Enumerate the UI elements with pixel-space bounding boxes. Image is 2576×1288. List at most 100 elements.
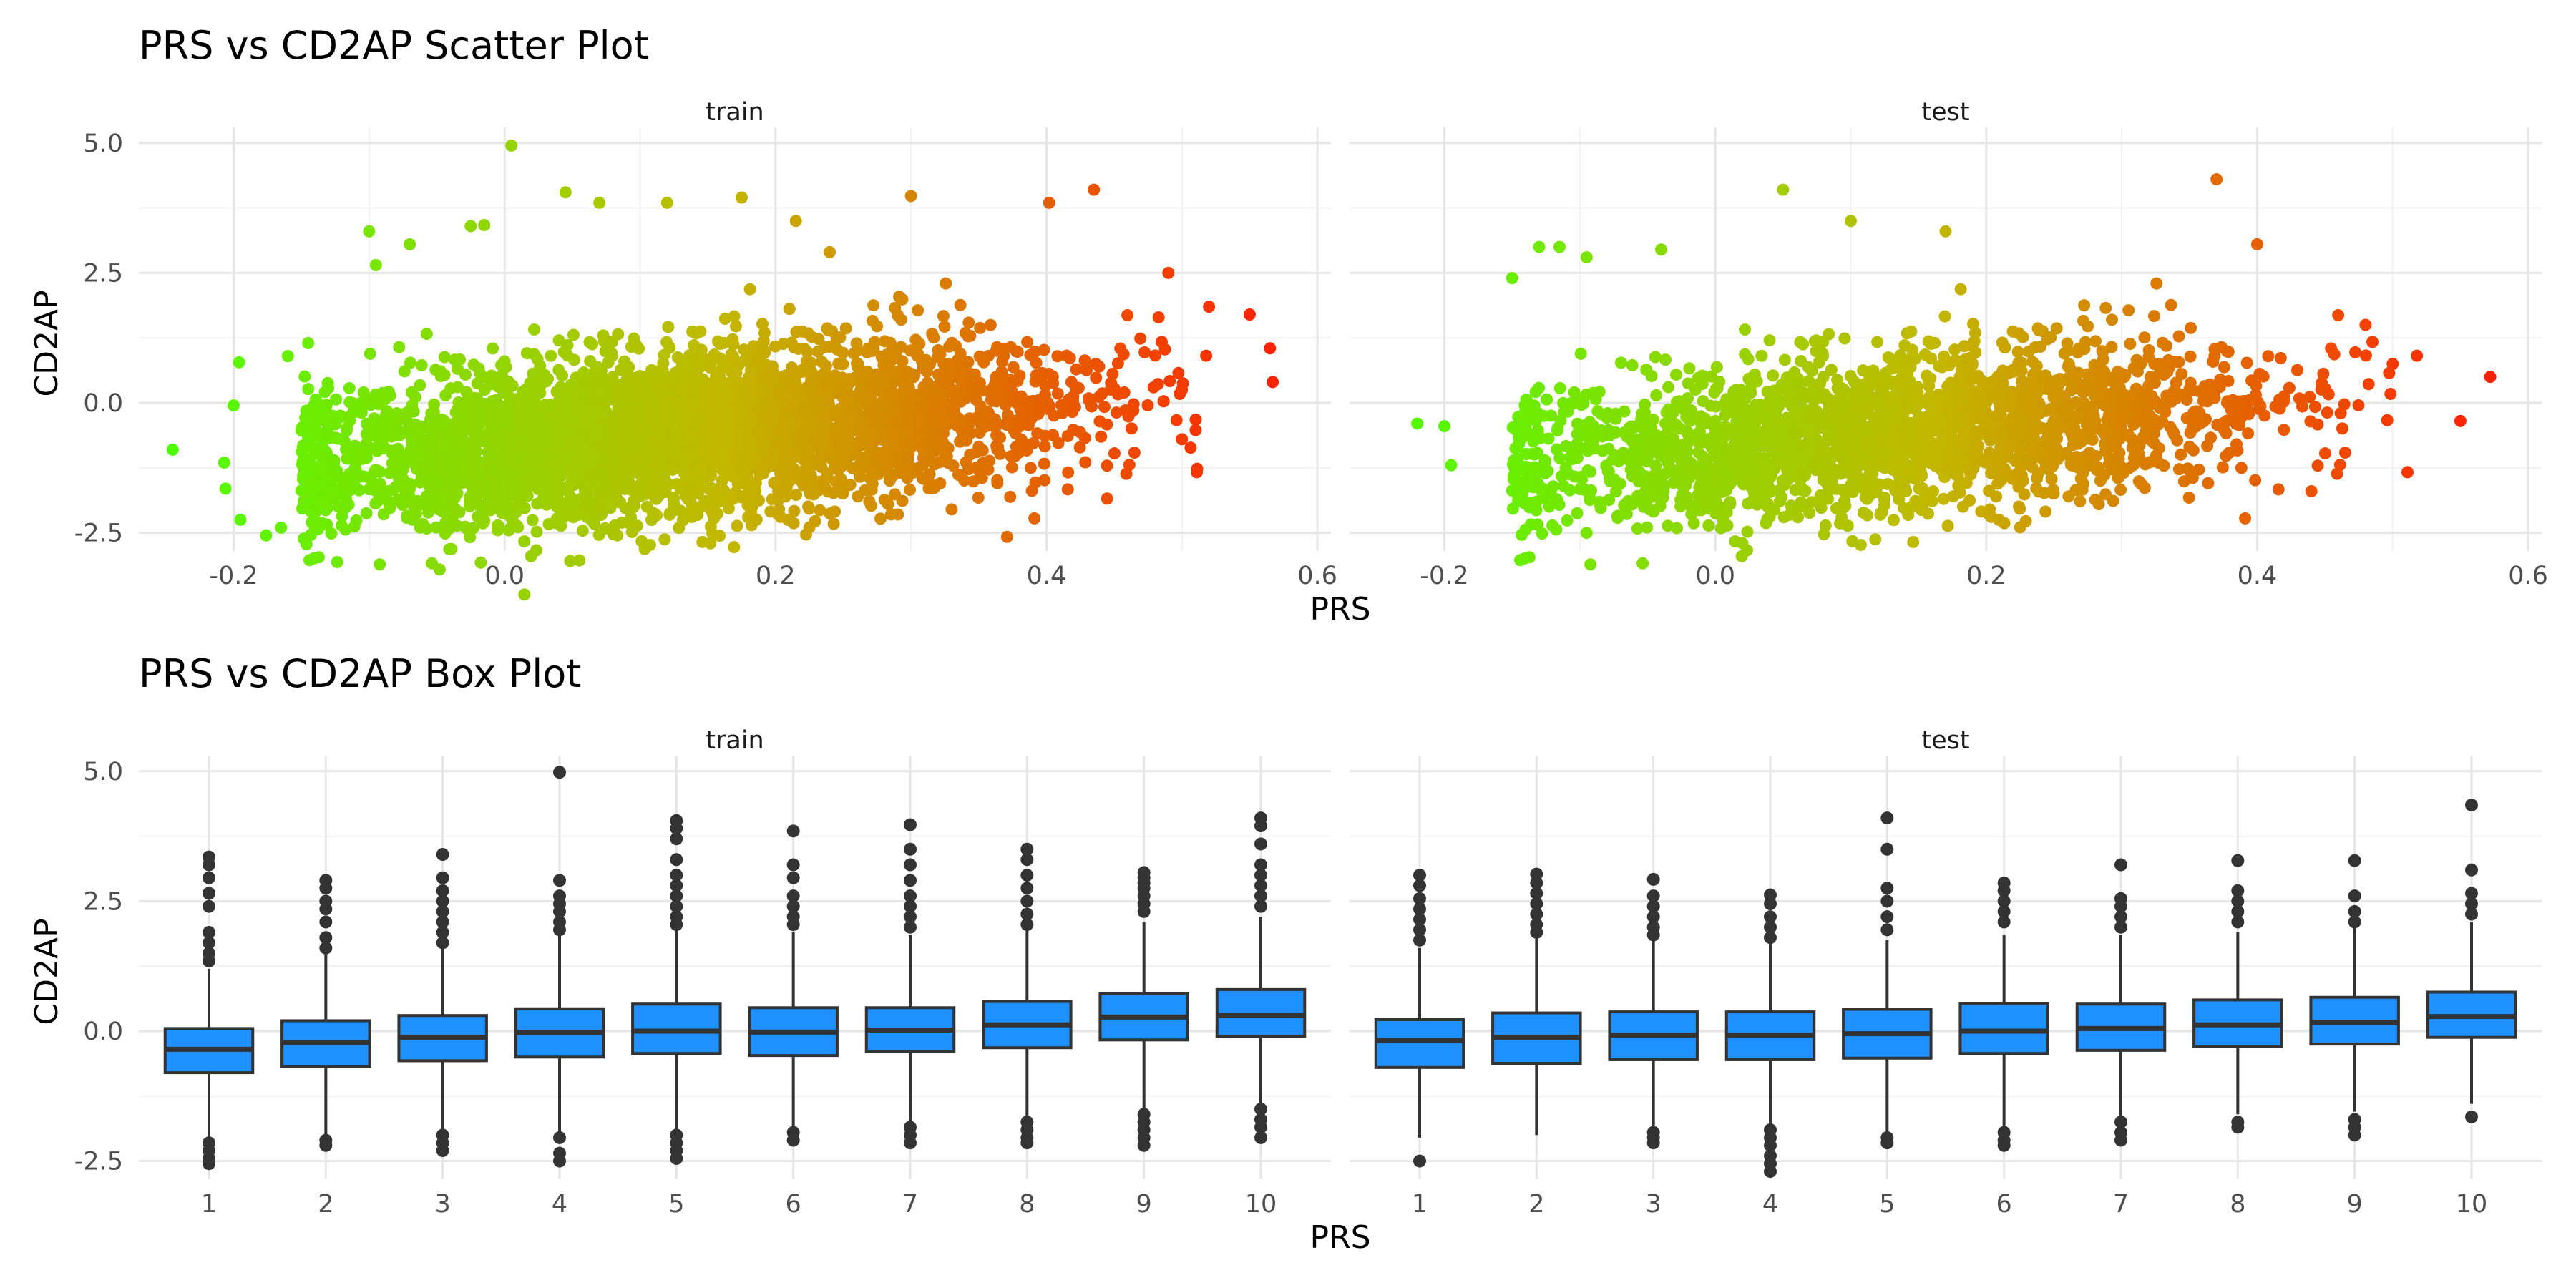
scatter-point (736, 449, 749, 462)
scatter-point (679, 356, 692, 369)
scatter-point (330, 393, 343, 406)
scatter-point (779, 490, 792, 503)
scatter-point (537, 473, 550, 486)
scatter-point-outlier (492, 524, 504, 537)
scatter-point (821, 322, 834, 335)
scatter-point (678, 467, 691, 480)
scatter-point (835, 375, 848, 388)
scatter-point-outlier (824, 245, 836, 258)
scatter-point (963, 390, 976, 403)
scatter-point (918, 442, 931, 455)
scatter-point (492, 404, 504, 416)
scatter-point (296, 502, 308, 515)
scatter-point (1098, 401, 1111, 414)
scatter-point (517, 483, 530, 496)
scatter-point (709, 457, 722, 470)
scatter-point (794, 415, 806, 428)
scatter-point (405, 386, 418, 399)
scatter-point (1108, 447, 1121, 460)
scatter-point (379, 393, 391, 406)
scatter-point (598, 483, 611, 496)
scatter-point (419, 471, 431, 484)
scatter-point (639, 453, 652, 466)
scatter-point (556, 369, 569, 382)
scatter-point (1101, 459, 1113, 472)
scatter-point (391, 428, 404, 441)
scatter-point (670, 478, 683, 491)
scatter-point (1000, 530, 1013, 543)
scatter-point (897, 463, 909, 476)
scatter-point (297, 469, 310, 482)
scatter-x-tick-label: 0.6 (1297, 562, 1337, 590)
scatter-point (884, 388, 897, 401)
scatter-point (941, 371, 954, 384)
scatter-point (348, 465, 361, 478)
scatter-point (389, 459, 402, 472)
scatter-point (417, 421, 430, 434)
scatter-point (836, 346, 849, 359)
scatter-point (1155, 336, 1168, 348)
scatter-panel-train: -0.2 0.0 0.2 0.4 0.6 (139, 127, 1337, 601)
scatter-panel-test: -0.2 0.0 0.2 0.4 0.6 (1350, 127, 2548, 590)
scatter-point (310, 394, 323, 407)
scatter-point (975, 421, 988, 434)
scatter-point (1157, 395, 1170, 408)
scatter-point (550, 499, 562, 512)
scatter-point (954, 298, 967, 311)
scatter-point (1125, 422, 1138, 435)
scatter-point (1080, 364, 1093, 376)
scatter-point (635, 535, 648, 547)
scatter-point (756, 318, 769, 331)
scatter-point (304, 528, 317, 541)
scatter-point (592, 528, 605, 541)
scatter-point (879, 335, 892, 348)
scatter-point (790, 489, 803, 502)
scatter-point (1002, 409, 1015, 421)
scatter-point (893, 291, 906, 303)
scatter-point (904, 484, 917, 497)
scatter-x-tick-label: 0.2 (1966, 562, 2006, 590)
scatter-point-outlier (789, 215, 802, 228)
scatter-point (636, 477, 649, 489)
scatter-point (523, 452, 536, 465)
scatter-point (743, 498, 756, 511)
scatter-point (552, 334, 565, 347)
scatter-point (353, 451, 366, 464)
scatter-point (691, 487, 704, 500)
scatter-point (729, 320, 742, 333)
scatter-point (695, 464, 708, 477)
scatter-point (557, 428, 570, 441)
scatter-point (766, 493, 779, 506)
scatter-point-outlier (1267, 376, 1279, 389)
scatter-point (965, 368, 977, 381)
scatter-facet-label-train: train (706, 98, 763, 127)
scatter-point (927, 331, 940, 344)
scatter-point (1189, 413, 1202, 426)
scatter-point-outlier (593, 196, 606, 209)
scatter-point (932, 456, 945, 469)
scatter-point (1117, 348, 1130, 361)
scatter-point (360, 417, 373, 430)
scatter-point-outlier (1203, 301, 1216, 313)
scatter-point (319, 504, 332, 517)
scatter-point (331, 556, 343, 569)
scatter-point (744, 364, 757, 376)
scatter-point (1004, 490, 1017, 503)
scatter-point (660, 336, 673, 348)
scatter-point (1067, 394, 1080, 406)
scatter-point (407, 499, 420, 512)
scatter-point (933, 410, 946, 423)
scatter-point (565, 379, 577, 391)
scatter-point (513, 498, 526, 511)
scatter-point (1023, 411, 1035, 424)
scatter-point (802, 500, 815, 513)
scatter-point (918, 400, 931, 413)
scatter-point (575, 401, 587, 414)
scatter-point (530, 525, 543, 538)
scatter-point (658, 533, 671, 546)
scatter-point (786, 383, 799, 396)
scatter-point-outlier (275, 521, 288, 534)
scatter-point (866, 428, 879, 441)
scatter-point (614, 426, 627, 439)
scatter-point (993, 389, 1006, 402)
